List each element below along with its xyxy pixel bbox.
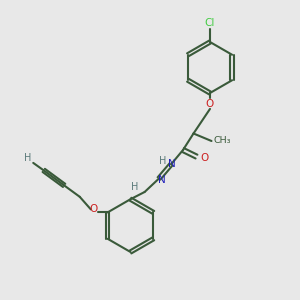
Text: CH₃: CH₃ — [213, 136, 231, 145]
Text: N: N — [168, 159, 176, 170]
Text: O: O — [206, 99, 214, 110]
Text: H: H — [131, 182, 139, 192]
Text: N: N — [158, 175, 166, 185]
Text: O: O — [201, 153, 209, 163]
Text: H: H — [159, 156, 166, 166]
Text: O: O — [89, 204, 98, 214]
Text: Cl: Cl — [205, 18, 215, 28]
Text: H: H — [24, 153, 32, 163]
